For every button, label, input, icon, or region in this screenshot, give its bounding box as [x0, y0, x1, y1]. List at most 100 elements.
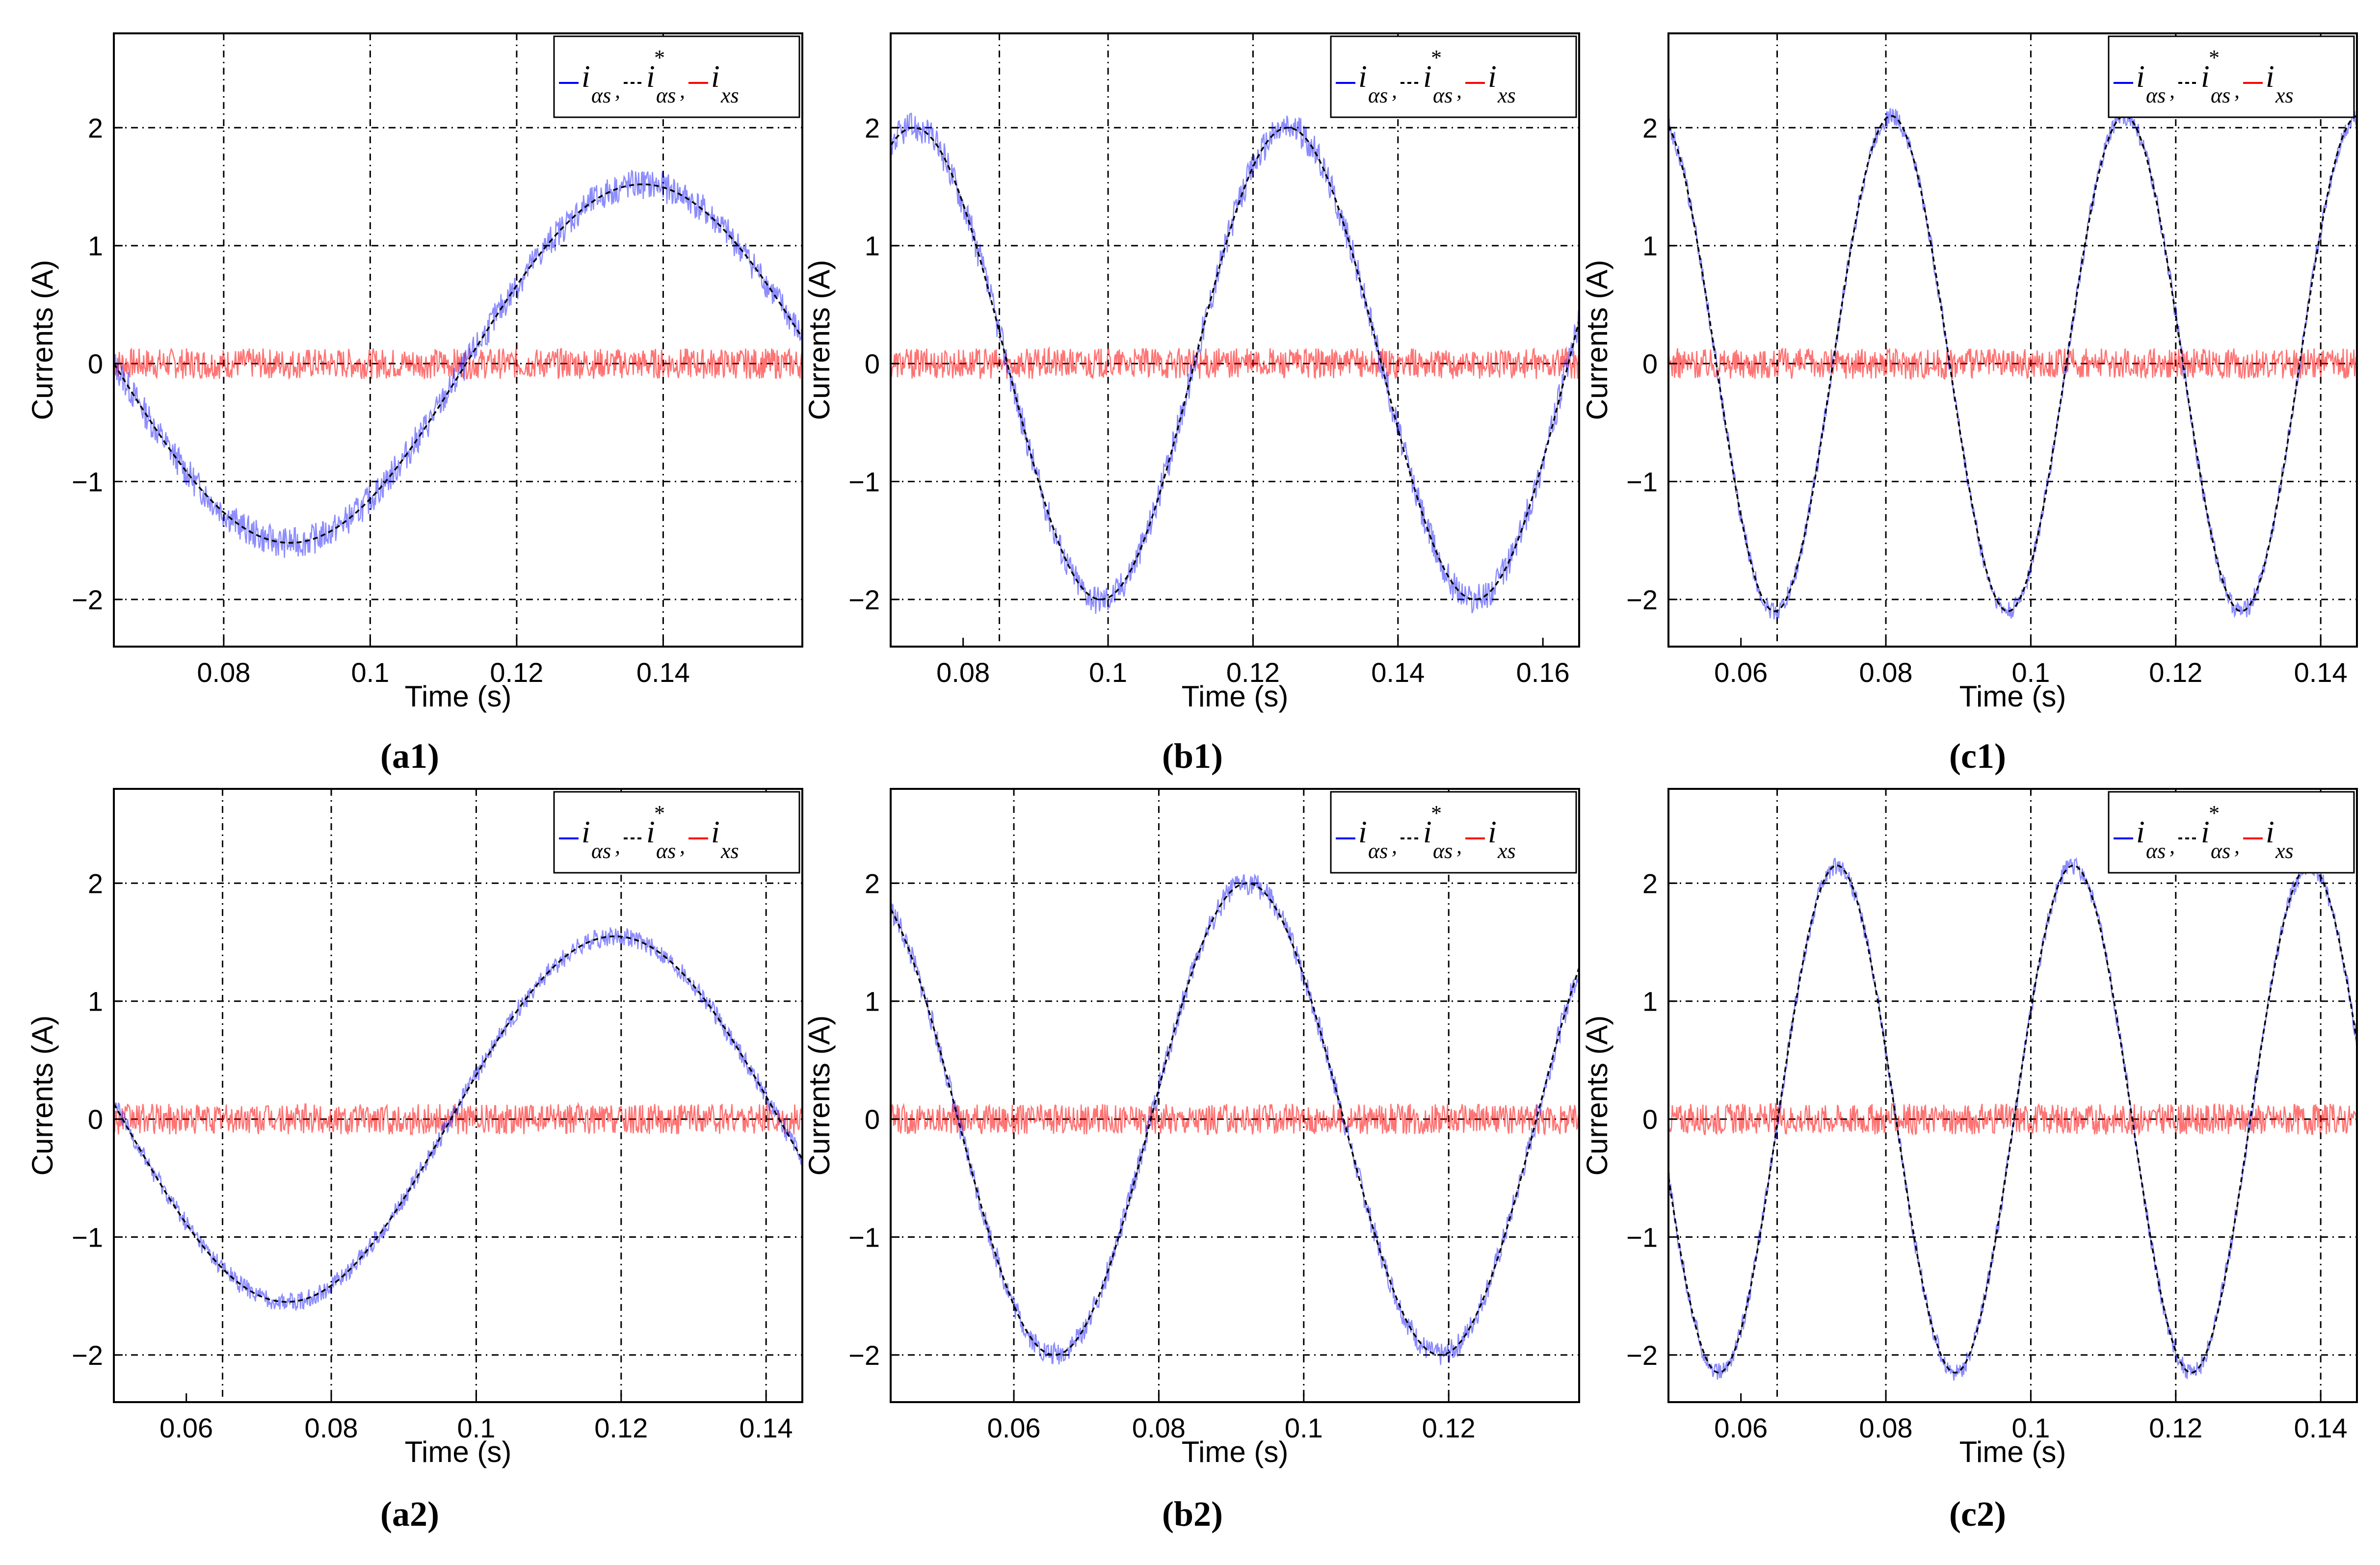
legend-separator: ,	[2169, 834, 2175, 858]
y-tick-label: 0	[1642, 1104, 1658, 1135]
chart-c2: 0.06 0.08 0.1 0.12 0.14 −2 −1 0 1 2 Time (s) Curren…	[1581, 788, 2358, 1534]
x-tick-label: 0.14	[740, 1412, 793, 1443]
legend-symbol: i	[1488, 59, 1497, 94]
y-tick-label: 2	[1642, 868, 1658, 899]
legend-symbol: i	[1358, 814, 1367, 849]
x-tick-label: 0.08	[305, 1412, 358, 1443]
legend-superscript: *	[1430, 801, 1441, 825]
chart-c1: 0.06 0.08 0.1 0.12 0.14 −2 −1 0 1 2 Time (s) Curren…	[1581, 32, 2358, 776]
x-tick-label: 0.16	[1516, 657, 1570, 688]
series-i-alpha-s	[1668, 108, 2357, 620]
legend-subscript: αs	[656, 839, 676, 863]
grid	[1668, 33, 2357, 647]
x-tick-label: 0.06	[1714, 657, 1768, 688]
y-tick-label: 0	[865, 348, 880, 379]
legend-subscript: αs	[656, 83, 676, 107]
series-i-xs	[114, 1101, 802, 1136]
legend-subscript: αs	[2146, 839, 2166, 863]
y-tick-label: 2	[88, 868, 103, 899]
legend-subscript: αs	[2211, 839, 2230, 863]
y-tick-label: −1	[1626, 466, 1658, 497]
x-axis-label: Time (s)	[1182, 680, 1289, 713]
x-tick-label: 0.1	[457, 1412, 495, 1443]
axes-frame	[1667, 788, 2358, 1403]
legend-box	[1330, 791, 1577, 874]
y-axis-label: Currents (A)	[1581, 1016, 1613, 1176]
x-axis-label: Time (s)	[1182, 1435, 1289, 1468]
panel-caption: (b1)	[1162, 736, 1223, 776]
series-group	[891, 873, 1579, 1365]
axes-frame	[890, 788, 1580, 1403]
series-i-xs	[1668, 1102, 2357, 1136]
legend-symbol: i	[2201, 814, 2210, 849]
legend: iαs, i*αs, ixs	[2108, 791, 2355, 874]
y-axis-label: Currents (A)	[26, 1016, 59, 1176]
series-i-alpha-s-ref	[891, 882, 1579, 1356]
legend-separator: ,	[615, 78, 620, 103]
y-tick-label: −2	[72, 1340, 103, 1371]
series-group	[1668, 108, 2357, 620]
series-group	[1668, 857, 2357, 1381]
x-tick-label: 0.1	[2011, 1412, 2050, 1443]
y-tick-label: 0	[88, 348, 103, 379]
legend-subscript: αs	[1433, 83, 1453, 107]
y-axis-label: Currents (A)	[26, 260, 59, 420]
legend-separator: ,	[2169, 78, 2175, 103]
series-i-xs	[114, 347, 802, 380]
legend-separator: ,	[2234, 834, 2240, 858]
series-i-alpha-s-ref	[891, 127, 1579, 600]
legend: iαs, i*αs, ixs	[1330, 35, 1577, 118]
y-tick-label: 1	[1642, 231, 1658, 261]
legend-symbol: i	[582, 59, 590, 94]
y-tick-label: 1	[865, 231, 880, 261]
x-tick-label: 0.06	[1714, 1412, 1768, 1443]
series-group	[891, 112, 1579, 614]
panel-caption: (a2)	[380, 1494, 439, 1534]
x-tick-label: 0.08	[936, 657, 990, 688]
x-tick-label: 0.06	[987, 1412, 1041, 1443]
legend-subscript: αs	[2146, 83, 2166, 107]
grid	[114, 789, 802, 1402]
y-tick-label: −1	[72, 1222, 103, 1252]
legend: iαs, i*αs, ixs	[2108, 35, 2355, 118]
x-axis-label: Time (s)	[1959, 680, 2066, 713]
series-i-xs	[891, 1102, 1579, 1136]
x-tick-label: 0.08	[1859, 657, 1913, 688]
y-axis-label: Currents (A)	[1581, 260, 1613, 420]
axes-frame	[113, 788, 803, 1403]
y-tick-label: 1	[1642, 986, 1658, 1017]
chart-a2: 0.06 0.08 0.1 0.12 0.14 −2 −1 0 1 2 Time (s) Curren…	[26, 788, 803, 1534]
axes-frame	[890, 32, 1580, 648]
legend-separator: ,	[680, 78, 685, 103]
series-i-xs	[1668, 347, 2357, 380]
y-axis-label: Currents (A)	[803, 1016, 836, 1176]
y-tick-label: −2	[72, 584, 103, 615]
y-tick-label: 0	[865, 1104, 880, 1135]
y-tick-label: 0	[1642, 348, 1658, 379]
y-tick-label: −1	[848, 466, 880, 497]
series-i-alpha-s-ref	[114, 935, 802, 1303]
legend-subscript: xs	[720, 839, 739, 863]
legend-symbol: i	[1423, 59, 1432, 94]
series-group	[114, 927, 802, 1311]
chart-a1: 0.08 0.1 0.12 0.14 −2 −1 0 1 2 Time (s) Currents (…	[26, 32, 803, 776]
legend-box	[2108, 35, 2355, 118]
x-tick-label: 0.1	[351, 657, 389, 688]
legend-symbol: i	[2136, 814, 2145, 849]
legend-symbol: i	[2136, 59, 2145, 94]
series-i-xs	[891, 346, 1579, 379]
panel-caption: (b2)	[1162, 1494, 1223, 1534]
series-i-alpha-s	[114, 927, 802, 1311]
legend-subscript: αs	[1433, 839, 1453, 863]
legend-symbol: i	[1358, 59, 1367, 94]
legend-symbol: i	[711, 814, 720, 849]
legend-subscript: αs	[591, 83, 611, 107]
series-i-alpha-s-ref	[1668, 115, 2357, 612]
legend-symbol: i	[646, 814, 655, 849]
y-tick-label: 1	[88, 986, 103, 1017]
x-axis-label: Time (s)	[405, 680, 512, 713]
legend-separator: ,	[2234, 78, 2240, 103]
y-tick-label: −2	[1626, 1340, 1658, 1371]
y-tick-label: 2	[1642, 112, 1658, 143]
